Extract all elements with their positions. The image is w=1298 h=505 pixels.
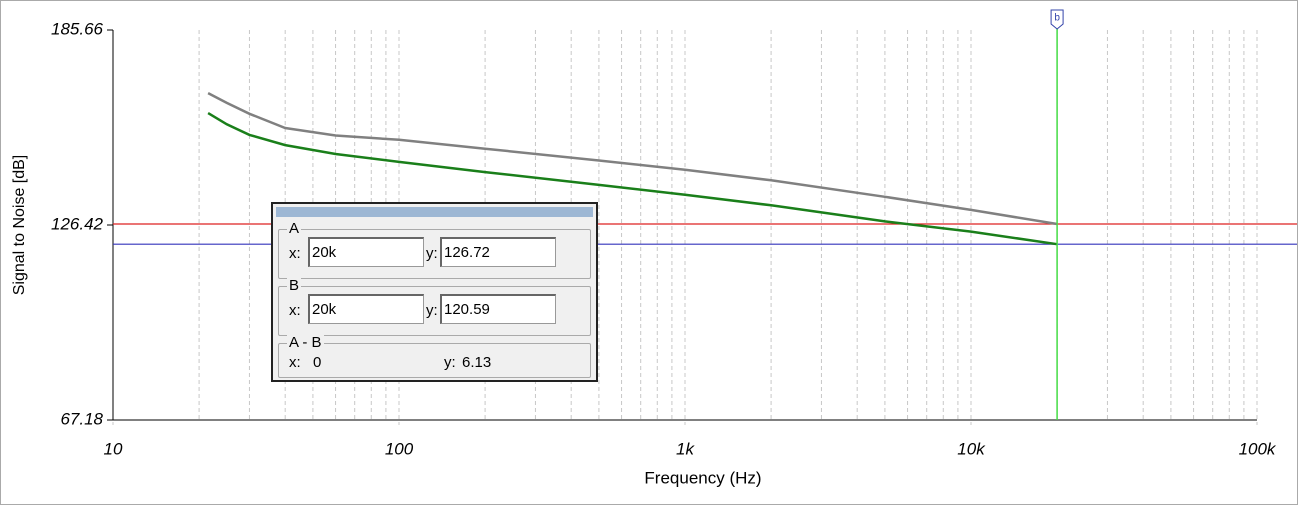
x-tick-label: 100 (385, 439, 414, 458)
x-label: x: (289, 245, 301, 262)
x-value: 0 (313, 354, 322, 371)
x-axis-label: Frequency (Hz) (644, 468, 761, 487)
y-field[interactable]: 120.59 (440, 294, 556, 324)
y-value: 6.13 (462, 354, 492, 371)
series-line (207, 112, 1058, 246)
x-tick-label: 10k (957, 439, 986, 458)
y-label: y: (426, 245, 438, 262)
y-label: y: (444, 354, 456, 371)
y-field[interactable]: 126.72 (440, 237, 556, 267)
cursor-marker (1050, 9, 1064, 30)
x-tick-label: 10 (104, 439, 123, 458)
x-label: x: (289, 302, 301, 319)
group-title: A (287, 220, 302, 237)
group-title: B (287, 277, 302, 294)
group-title: A - B (287, 334, 324, 351)
x-field[interactable]: 20k (308, 294, 424, 324)
y-tick-label: 185.66 (51, 19, 104, 38)
x-label: x: (289, 354, 301, 371)
x-field[interactable]: 20k (308, 237, 424, 267)
y-tick-label: 67.18 (60, 409, 103, 428)
y-tick-label: 126.42 (51, 214, 104, 233)
dialog-title-bar[interactable] (276, 207, 593, 217)
cursor-group: A - B x: 0 y: 6.13 (278, 334, 591, 378)
y-label: y: (426, 302, 438, 319)
x-tick-label: 100k (1239, 439, 1277, 458)
cursor-marker-label: b (1054, 13, 1060, 24)
x-tick-label: 1k (676, 439, 695, 458)
y-axis-label: Signal to Noise [dB] (11, 155, 28, 296)
series-line (207, 91, 1058, 226)
